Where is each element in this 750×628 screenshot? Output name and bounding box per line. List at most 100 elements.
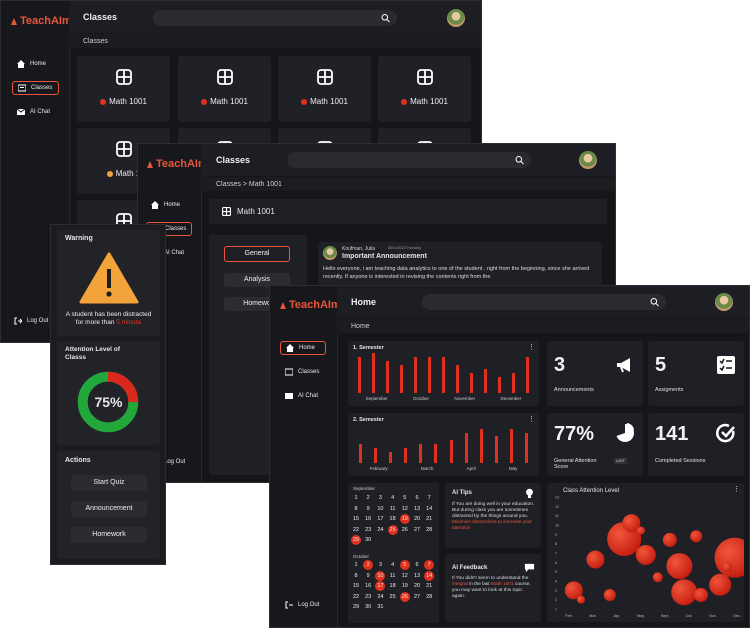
bubble-point[interactable]	[586, 550, 605, 569]
calendar-day[interactable]: 19	[401, 583, 408, 589]
bar[interactable]	[372, 353, 376, 393]
calendar-day[interactable]: 25	[389, 593, 396, 600]
bar[interactable]	[404, 447, 408, 463]
bar[interactable]	[525, 357, 529, 393]
search-input[interactable]	[153, 10, 397, 26]
bar[interactable]	[374, 447, 378, 463]
calendar-day[interactable]: 19	[399, 514, 410, 524]
calendar-day[interactable]: 30	[365, 537, 372, 543]
calendar-day[interactable]: 8	[354, 572, 358, 579]
bar[interactable]	[442, 357, 445, 393]
calendar-day[interactable]: 25	[387, 524, 398, 535]
bar[interactable]	[497, 377, 501, 393]
sidebar-item-home[interactable]: Home	[146, 198, 192, 212]
logout-button[interactable]: Log Out	[280, 598, 328, 612]
bubble-point[interactable]	[671, 579, 698, 606]
calendar-day[interactable]: 3	[378, 562, 382, 568]
search-icon[interactable]	[515, 156, 524, 165]
bubble-point[interactable]	[635, 544, 656, 565]
homework-button[interactable]: Homework	[71, 527, 147, 543]
bar[interactable]	[434, 444, 438, 463]
bar[interactable]	[469, 373, 473, 393]
bar[interactable]	[358, 357, 362, 393]
bar[interactable]	[386, 361, 390, 393]
sidebar-item-ai-chat[interactable]: AI Chat	[12, 105, 59, 119]
bar[interactable]	[483, 369, 487, 393]
calendar-day[interactable]: 16	[365, 583, 372, 589]
class-tile[interactable]: Math 1001	[278, 56, 371, 122]
calendar-day[interactable]: 22	[352, 593, 360, 600]
calendar-day[interactable]: 14	[424, 570, 435, 581]
bubble-point[interactable]	[709, 573, 732, 596]
bubble-point[interactable]	[622, 514, 641, 533]
bubble-point[interactable]	[722, 562, 733, 572]
bubble-point[interactable]	[652, 572, 663, 583]
calendar-day[interactable]: 4	[391, 562, 395, 568]
calendar-day[interactable]: 5	[399, 560, 410, 570]
calendar-day[interactable]: 14	[426, 505, 433, 512]
logout-button[interactable]: Log Out	[9, 314, 59, 328]
avatar[interactable]	[579, 151, 597, 169]
bar[interactable]	[400, 365, 404, 393]
bar[interactable]	[464, 432, 468, 463]
calendar-day[interactable]: 10	[377, 505, 384, 512]
calendar-day[interactable]: 22	[352, 526, 360, 533]
more-icon[interactable]: ⋮	[528, 416, 535, 423]
bar[interactable]	[479, 428, 483, 463]
score-toggle[interactable]: LAST	[614, 458, 627, 464]
bubble-point[interactable]	[690, 530, 703, 543]
calendar-day[interactable]: 15	[352, 583, 360, 589]
calendar-day[interactable]: 28	[426, 593, 433, 600]
calendar-day[interactable]: 18	[389, 516, 396, 522]
calendar-day[interactable]: 5	[403, 495, 407, 501]
bubble-point[interactable]	[637, 526, 645, 535]
calendar-day[interactable]: 9	[366, 505, 370, 512]
calendar-day[interactable]: 30	[365, 604, 372, 610]
calendar-day[interactable]: 29	[352, 604, 360, 610]
calendar-day[interactable]: 26	[401, 526, 408, 533]
calendar-day[interactable]: 6	[415, 495, 419, 501]
calendar-day[interactable]: 15	[352, 516, 360, 522]
bubble-point[interactable]	[694, 588, 708, 602]
sidebar-item-home[interactable]: Home	[280, 341, 326, 355]
bar[interactable]	[389, 451, 393, 463]
bubble-point[interactable]	[666, 553, 693, 580]
calendar-day[interactable]: 3	[378, 495, 382, 501]
bar[interactable]	[419, 444, 423, 463]
calendar-day[interactable]: 2	[363, 560, 374, 570]
calendar-day[interactable]: 7	[427, 495, 431, 501]
calendar-day[interactable]: 24	[377, 526, 384, 533]
calendar-day[interactable]: 12	[401, 572, 408, 579]
calendar-day[interactable]: 11	[389, 505, 396, 512]
class-tile[interactable]: Math 1001	[378, 56, 471, 122]
calendar-day[interactable]: 17	[377, 516, 384, 522]
tab-general[interactable]: General	[224, 246, 290, 262]
calendar-day[interactable]: 12	[401, 505, 408, 512]
bar[interactable]	[511, 373, 515, 393]
bar[interactable]	[524, 432, 528, 463]
bar[interactable]	[509, 428, 513, 463]
calendar-day[interactable]: 13	[413, 572, 421, 579]
bar[interactable]	[494, 436, 498, 463]
bubble-point[interactable]	[577, 595, 585, 604]
calendar-day[interactable]: 8	[354, 505, 358, 512]
calendar-day[interactable]: 11	[389, 572, 396, 579]
bar[interactable]	[414, 357, 418, 393]
avatar[interactable]	[447, 9, 465, 27]
calendar-day[interactable]: 18	[389, 583, 396, 589]
calendar-day[interactable]: 20	[413, 583, 421, 589]
calendar-day[interactable]: 21	[426, 583, 433, 589]
calendar-day[interactable]: 27	[413, 593, 421, 600]
calendar-day[interactable]: 13	[413, 505, 421, 512]
bubble-point[interactable]	[603, 589, 616, 601]
sidebar-item-classes[interactable]: Classes	[12, 81, 59, 95]
stat-completed-sessions[interactable]: 141 Completed Sessions	[648, 413, 744, 476]
stat-announcements[interactable]: 3 Announcements	[547, 341, 643, 406]
sidebar-item-ai-chat[interactable]: AI Chat	[280, 389, 326, 403]
class-tile[interactable]: Math 1001	[178, 56, 271, 122]
stat-attention-score[interactable]: 77% General Attention Score LAST	[547, 413, 643, 476]
calendar-day[interactable]: 1	[354, 495, 358, 501]
sidebar-item-home[interactable]: Home	[12, 57, 59, 71]
class-tile[interactable]: Math 1001	[77, 56, 170, 122]
calendar-day[interactable]: 17	[375, 581, 386, 591]
